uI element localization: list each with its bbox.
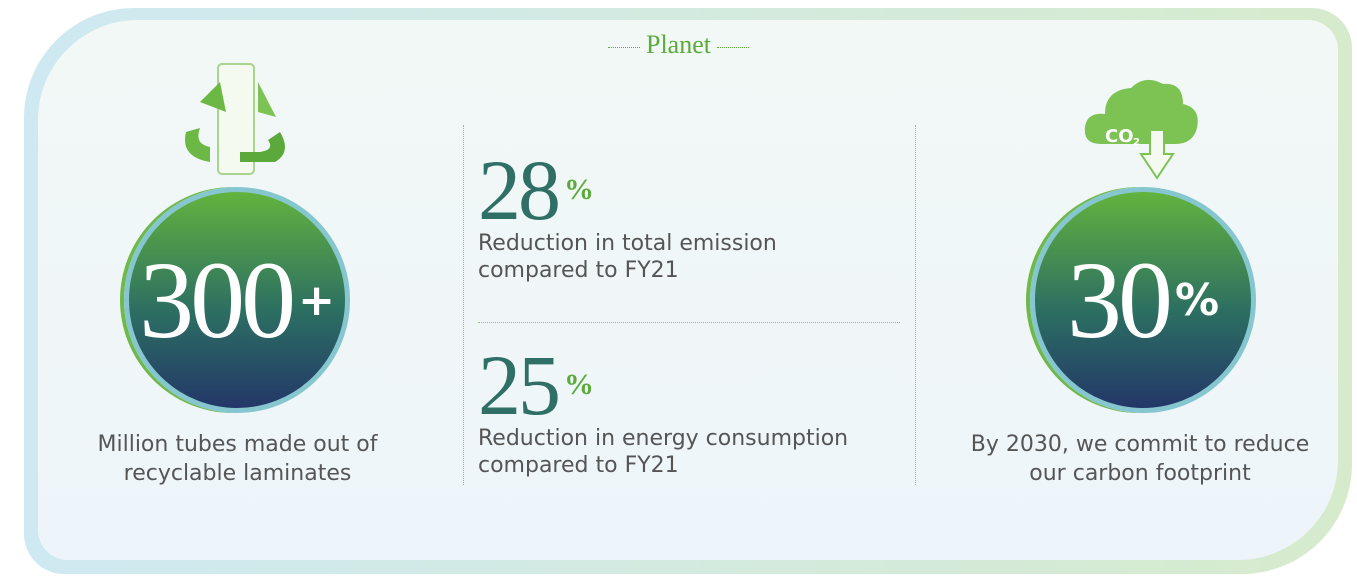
icon-label: CO [1105,126,1134,147]
stat-suffix: % [564,173,594,206]
stat-suffix: % [1174,274,1220,326]
caption-line: By 2030, we commit to reduce [970,432,1310,457]
title-text: Planet [646,30,711,59]
caption-line: recyclable laminates [123,461,352,486]
stat-suffix: + [298,274,335,326]
icon-subscript: 2 [1133,137,1140,148]
stat-value: 28 [478,142,561,238]
stat-value: 30 [1066,238,1173,361]
caption-line: our carbon footprint [1029,461,1251,486]
divider [463,125,464,485]
divider [478,322,900,323]
stat-suffix: % [564,368,594,401]
caption-line: compared to FY21 [478,258,679,283]
title: Planet [0,30,1357,60]
stat-value: 25 [478,337,561,433]
stat-value: 300 [139,238,296,361]
stat: 25% Reduction in energy consumption compa… [478,342,849,479]
stat-caption: By 2030, we commit to reduce our carbon … [945,430,1335,488]
stat-caption: Million tubes made out of recyclable lam… [40,430,435,488]
caption-line: Million tubes made out of [97,432,378,457]
divider [915,125,916,485]
stat: 28% Reduction in total emission compared … [478,147,777,284]
stat-circle: 300 + [124,187,350,413]
caption-line: compared to FY21 [478,453,679,478]
recycle-icon [185,63,285,175]
caption-line: Reduction in energy consumption [478,426,849,451]
caption-line: Reduction in total emission [478,231,777,256]
co2-icon: CO 2 [1084,79,1198,180]
stat-circle: 30% [1030,187,1256,413]
